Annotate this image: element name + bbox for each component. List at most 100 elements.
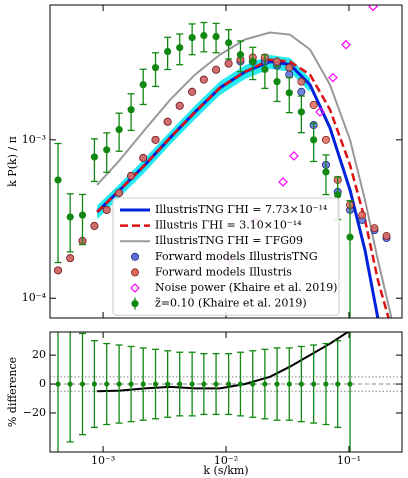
model-marker <box>285 63 294 72</box>
y-tick-label: 0 <box>39 377 46 390</box>
data-point <box>298 381 304 387</box>
legend-swatch <box>131 300 139 308</box>
data-point <box>128 381 134 387</box>
data-point <box>116 381 122 387</box>
data-point <box>250 381 256 387</box>
data-point <box>201 381 207 387</box>
noise-marker <box>368 5 378 12</box>
data-point <box>347 381 353 387</box>
model-marker <box>212 65 221 74</box>
data-point <box>249 57 257 66</box>
model-marker <box>175 101 184 110</box>
model-marker <box>54 266 63 275</box>
data-point <box>322 168 330 176</box>
legend-label: Forward models Illustris <box>155 265 292 278</box>
legend-label: IllustrisTNG ΓHI = ΓFG09 <box>155 234 303 247</box>
x-tick-label: 10⁻³ <box>91 454 115 467</box>
noise-marker <box>315 107 325 117</box>
plot-area <box>50 332 402 452</box>
data-point <box>262 381 268 387</box>
model-marker <box>273 57 282 66</box>
data-point <box>78 211 87 219</box>
legend-label: IllustrisTNG ΓHI = 7.73×10⁻¹⁴ <box>155 203 328 216</box>
model-marker <box>382 232 391 241</box>
model-marker <box>309 100 318 109</box>
model-marker <box>151 135 160 144</box>
data-point <box>212 32 220 41</box>
model-marker <box>127 171 136 180</box>
noise-marker <box>278 177 288 187</box>
data-point <box>236 51 245 59</box>
data-point <box>165 381 171 387</box>
y-axis-label: k P(k) / π <box>6 136 19 187</box>
data-point <box>286 381 292 387</box>
data-point <box>177 381 183 387</box>
legend-label: z̃=0.10 (Khaire et al. 2019) <box>155 297 307 310</box>
y-tick-label: 10⁻³ <box>22 133 46 146</box>
data-point <box>55 381 61 387</box>
legend-label: Noise power (Khaire et al. 2019) <box>155 281 337 294</box>
legend-label: Illustris ΓHI = 3.10×10⁻¹⁴ <box>155 219 302 232</box>
data-point <box>237 381 244 387</box>
model-marker <box>358 211 367 220</box>
data-point <box>188 34 196 42</box>
data-point <box>151 63 160 72</box>
y-axis-label: % difference <box>6 357 19 427</box>
data-point <box>323 381 329 387</box>
noise-marker <box>328 72 338 83</box>
data-point <box>176 44 184 52</box>
model-marker <box>297 77 306 86</box>
legend-swatch <box>130 252 139 261</box>
x-tick-label: 10⁻² <box>214 454 238 467</box>
data-point <box>152 381 159 387</box>
data-point <box>139 81 147 89</box>
data-point <box>297 108 305 116</box>
model-marker <box>66 254 75 263</box>
model-marker <box>370 224 379 233</box>
data-point <box>103 146 111 154</box>
x-tick-label: 10⁻¹ <box>337 454 361 467</box>
data-point <box>213 381 219 387</box>
noise-marker <box>341 39 351 50</box>
data-point <box>261 65 269 74</box>
data-point <box>66 213 74 221</box>
y-tick-label: −20 <box>23 406 46 419</box>
data-point <box>274 381 280 387</box>
y-tick-label: 20 <box>32 348 46 361</box>
model-marker <box>321 135 330 144</box>
data-point <box>104 381 110 387</box>
model-marker <box>224 59 233 68</box>
data-point <box>164 47 172 56</box>
data-point <box>189 381 195 387</box>
model-marker <box>199 75 208 84</box>
data-point <box>140 381 146 387</box>
data-point <box>127 106 135 114</box>
plot-area <box>54 5 393 318</box>
model-marker <box>139 153 148 162</box>
model-line <box>96 31 393 318</box>
data-point <box>225 39 233 47</box>
x-axis-label: k (s/km) <box>203 464 248 477</box>
model-marker <box>163 117 172 126</box>
data-point <box>91 381 98 387</box>
model-marker <box>90 221 99 230</box>
model-marker <box>102 205 111 214</box>
data-point <box>200 32 208 40</box>
legend-label: Forward models IllustrisTNG <box>155 250 318 263</box>
data-point <box>90 153 99 161</box>
data-point <box>335 381 341 387</box>
legend-swatch <box>130 268 139 277</box>
data-point <box>79 381 86 387</box>
legend-swatch <box>130 283 140 293</box>
data-point <box>54 176 62 184</box>
data-point <box>273 78 281 86</box>
data-point <box>310 136 318 144</box>
y-tick-label: 10⁻⁴ <box>22 291 47 304</box>
noise-marker <box>289 151 299 161</box>
data-point <box>285 89 293 97</box>
data-point <box>226 381 232 387</box>
model-marker <box>188 87 197 96</box>
data-point <box>115 126 123 134</box>
model-line <box>96 58 390 318</box>
